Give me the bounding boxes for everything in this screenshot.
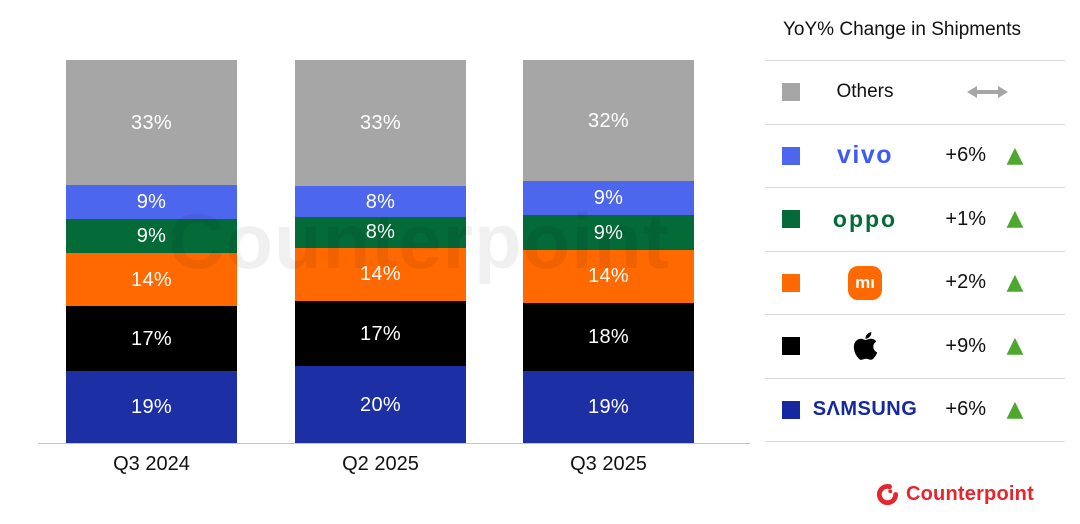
up-triangle-icon: ▲ xyxy=(1006,269,1024,295)
segment-value-label: 9% xyxy=(136,225,167,248)
segment-value-label: 8% xyxy=(365,190,396,213)
segment-value-label: 14% xyxy=(360,263,401,286)
segment-others: 32% xyxy=(523,60,694,182)
segment-value-label: 17% xyxy=(131,327,172,350)
apple-yoy-change: +9% xyxy=(945,334,986,357)
segment-value-label: 18% xyxy=(588,325,629,348)
legend-row-samsung: SΛMSUNG +6% ▲ xyxy=(765,379,1065,442)
segment-value-label: 19% xyxy=(588,395,629,418)
segment-others: 33% xyxy=(66,60,237,186)
segment-value-label: 9% xyxy=(136,191,167,214)
xiaomi-swatch xyxy=(782,273,800,292)
oppo-logo: oppo xyxy=(832,205,898,232)
legend-row-vivo: vivo +6% ▲ xyxy=(765,125,1065,188)
vivo-yoy-change: +6% xyxy=(945,144,986,167)
samsung-logo: SΛMSUNG xyxy=(812,398,918,421)
up-triangle-icon: ▲ xyxy=(1006,142,1024,168)
segment-xiaomi: 14% xyxy=(523,249,694,303)
vivo-logo: vivo xyxy=(836,141,894,170)
vivo-swatch xyxy=(782,146,800,165)
legend-row-apple: +9% ▲ xyxy=(765,315,1065,379)
x-axis-line xyxy=(38,443,750,444)
segment-vivo: 9% xyxy=(66,185,237,220)
segment-samsung: 19% xyxy=(66,370,237,443)
apple-swatch xyxy=(782,337,800,356)
legend-title: YoY% Change in Shipments xyxy=(765,0,1065,61)
up-triangle-icon: ▲ xyxy=(1006,333,1024,359)
segment-value-label: 20% xyxy=(360,393,401,416)
segment-value-label: 33% xyxy=(360,112,401,135)
segment-samsung: 19% xyxy=(523,370,694,443)
segment-xiaomi: 14% xyxy=(295,247,466,302)
others-swatch xyxy=(782,83,800,102)
stacked-bar-q3-2024: 33% 9% 9% 14% 17% 19% xyxy=(66,60,237,443)
stacked-bar-q2-2025: 33% 8% 8% 14% 17% 20% xyxy=(295,60,466,443)
segment-value-label: 14% xyxy=(131,268,172,291)
segment-apple: 17% xyxy=(295,301,466,367)
samsung-yoy-change: +6% xyxy=(945,398,986,421)
segment-oppo: 9% xyxy=(66,219,237,254)
segment-oppo: 9% xyxy=(523,215,694,250)
samsung-swatch xyxy=(782,400,800,419)
up-triangle-icon: ▲ xyxy=(1006,206,1024,232)
segment-value-label: 32% xyxy=(588,109,629,132)
segment-apple: 17% xyxy=(66,306,237,371)
up-triangle-icon: ▲ xyxy=(1006,396,1024,422)
segment-samsung: 20% xyxy=(295,366,466,443)
category-label-q2-2025: Q2 2025 xyxy=(342,453,419,475)
segment-value-label: 19% xyxy=(131,395,172,418)
legend-row-others: Others xyxy=(765,61,1065,125)
oppo-yoy-change: +1% xyxy=(945,207,986,230)
segment-vivo: 8% xyxy=(295,186,466,218)
xiaomi-yoy-change: +2% xyxy=(945,271,986,294)
counterpoint-logo: Counterpoint xyxy=(876,483,1034,506)
segment-vivo: 9% xyxy=(523,181,694,216)
segment-oppo: 8% xyxy=(295,217,466,248)
counterpoint-c-icon xyxy=(876,483,899,506)
segment-others: 33% xyxy=(295,60,466,187)
xiaomi-mi-logo: mı xyxy=(848,265,882,300)
stacked-bar-q3-2025: 32% 9% 9% 14% 18% 19% xyxy=(523,60,694,443)
flat-double-arrow-icon xyxy=(966,86,1008,99)
legend-panel: YoY% Change in Shipments Others vivo +6%… xyxy=(765,0,1065,442)
segment-value-label: 8% xyxy=(365,221,396,244)
category-label-q3-2024: Q3 2024 xyxy=(113,453,190,475)
segment-value-label: 33% xyxy=(131,111,172,134)
segment-value-label: 14% xyxy=(588,265,629,288)
segment-value-label: 17% xyxy=(360,322,401,345)
category-label-q3-2025: Q3 2025 xyxy=(570,453,647,475)
oppo-swatch xyxy=(782,210,800,229)
segment-xiaomi: 14% xyxy=(66,253,237,307)
apple-logo-icon xyxy=(853,332,877,361)
counterpoint-wordmark: Counterpoint xyxy=(906,483,1034,505)
legend-row-oppo: oppo +1% ▲ xyxy=(765,188,1065,252)
segment-value-label: 9% xyxy=(593,187,624,210)
segment-value-label: 9% xyxy=(593,221,624,244)
mi-logo-text: mı xyxy=(855,272,875,292)
legend-row-xiaomi: mı +2% ▲ xyxy=(765,252,1065,315)
segment-apple: 18% xyxy=(523,302,694,371)
others-label: Others xyxy=(836,81,894,103)
